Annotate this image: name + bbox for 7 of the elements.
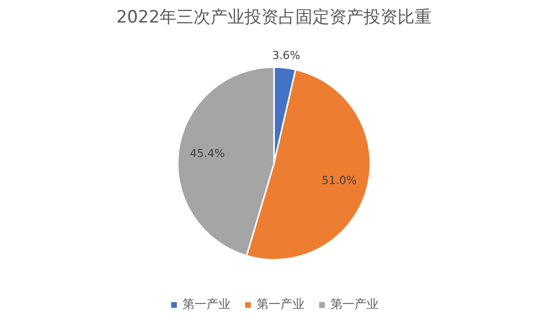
data-label: 45.4% xyxy=(190,147,225,160)
data-label: 3.6% xyxy=(272,48,300,62)
legend-label: 第一产业 xyxy=(330,296,378,313)
legend-label: 第一产业 xyxy=(256,296,304,313)
chart-title: 2022年三次产业投资占固定资产投资比重 xyxy=(116,8,432,28)
data-label: 51.0% xyxy=(322,174,357,188)
legend-label: 第一产业 xyxy=(182,296,230,313)
